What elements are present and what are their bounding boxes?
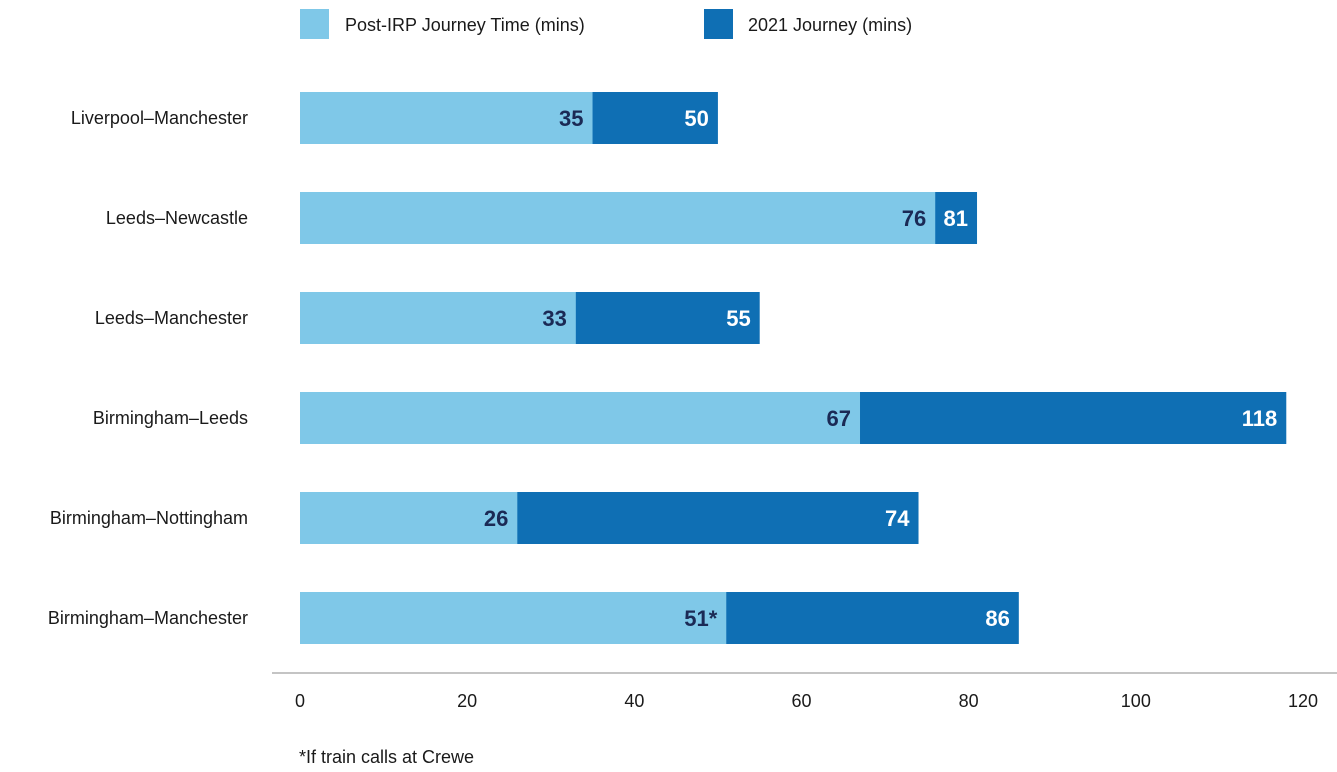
legend-label-2: 2021 Journey (mins)	[748, 15, 912, 35]
bar-value-2021: 81	[944, 206, 968, 231]
x-tick-label: 60	[791, 691, 811, 711]
category-label: Liverpool–Manchester	[71, 108, 248, 128]
bar-value-post-irp: 51*	[684, 606, 717, 631]
bar-value-2021: 55	[726, 306, 750, 331]
legend-label-1: Post-IRP Journey Time (mins)	[345, 15, 585, 35]
bar-value-2021: 118	[1242, 406, 1278, 431]
bar-value-2021: 86	[985, 606, 1009, 631]
bar-value-post-irp: 67	[827, 406, 851, 431]
bar-value-post-irp: 76	[902, 206, 926, 231]
x-tick-label: 20	[457, 691, 477, 711]
bar-value-post-irp: 33	[542, 306, 566, 331]
bar-value-post-irp: 35	[559, 106, 583, 131]
bar-value-post-irp: 26	[484, 506, 508, 531]
bar-value-2021: 74	[885, 506, 910, 531]
x-tick-label: 120	[1288, 691, 1318, 711]
bar-post-irp	[300, 92, 593, 144]
bar-post-irp	[300, 192, 936, 244]
x-tick-label: 80	[959, 691, 979, 711]
x-tick-label: 0	[295, 691, 305, 711]
bar-post-irp	[300, 292, 576, 344]
bar-post-irp	[300, 492, 518, 544]
x-tick-label: 40	[624, 691, 644, 711]
category-label: Birmingham–Leeds	[93, 408, 248, 428]
legend-swatch-1	[300, 9, 329, 39]
bar-post-irp	[300, 392, 861, 444]
category-label: Leeds–Manchester	[95, 308, 248, 328]
bar-post-irp	[300, 592, 727, 644]
category-label: Birmingham–Manchester	[48, 608, 248, 628]
category-label: Leeds–Newcastle	[106, 208, 248, 228]
bar-value-2021: 50	[684, 106, 708, 131]
category-label: Birmingham–Nottingham	[50, 508, 248, 528]
legend-swatch-2	[704, 9, 733, 39]
x-tick-label: 100	[1121, 691, 1151, 711]
footnote: *If train calls at Crewe	[299, 747, 475, 767]
